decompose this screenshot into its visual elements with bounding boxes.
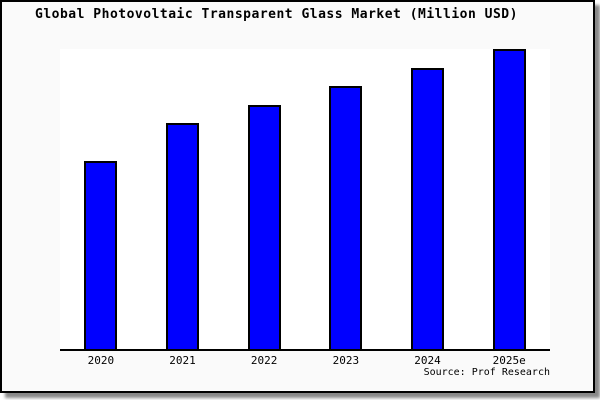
x-tick-label-2024: 2024 bbox=[414, 354, 441, 367]
bar-slot-2022 bbox=[223, 49, 305, 349]
x-tick-label-2022: 2022 bbox=[250, 354, 278, 367]
bar-2025e bbox=[492, 49, 526, 349]
x-tick-label-2023: 2023 bbox=[332, 354, 360, 367]
source-credit: Source: Prof Research bbox=[423, 367, 550, 378]
bar-slot-2023 bbox=[305, 49, 387, 349]
chart-figure: Global Photovoltaic Transparent Glass Ma… bbox=[0, 0, 595, 393]
bar-2020 bbox=[84, 161, 118, 349]
bar-slot-2020 bbox=[60, 49, 142, 349]
bar-2022 bbox=[247, 105, 281, 349]
x-tick-label-2021: 2021 bbox=[169, 354, 196, 367]
plot-area bbox=[60, 49, 550, 351]
x-axis-labels: 2020 2021 2022 2023 2024 2025e bbox=[60, 354, 550, 367]
bar-slot-2024 bbox=[387, 49, 469, 349]
x-tick-label-2020: 2020 bbox=[87, 354, 115, 367]
bar-2024 bbox=[411, 68, 445, 349]
bar-slot-2025e bbox=[468, 49, 550, 349]
chart-title: Global Photovoltaic Transparent Glass Ma… bbox=[35, 7, 518, 22]
bar-2023 bbox=[329, 86, 363, 349]
bar-slot-2021 bbox=[142, 49, 224, 349]
x-tick-label-2025e: 2025e bbox=[492, 354, 526, 367]
bar-2021 bbox=[166, 123, 199, 349]
